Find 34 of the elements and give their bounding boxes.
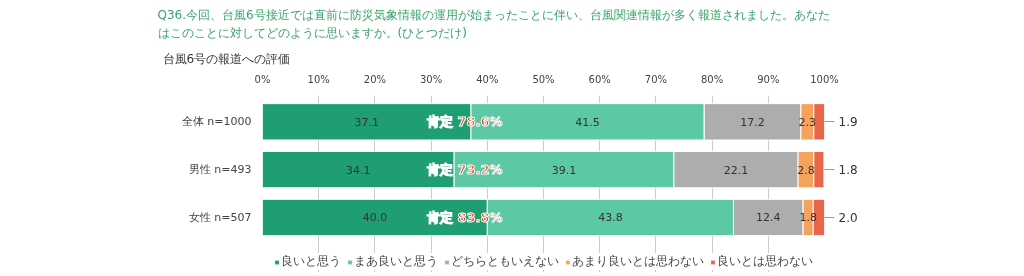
legend-label: どちらともいえない (450, 253, 559, 270)
x-tick-label: 40% (476, 73, 499, 85)
data-label: 40.0 (362, 211, 388, 225)
x-tick-label: 0% (254, 73, 271, 85)
data-label: 1.9 (838, 115, 858, 130)
data-label: 37.1 (354, 115, 379, 129)
data-label: 41.5 (575, 115, 600, 129)
x-tick-label: 80% (700, 73, 724, 85)
chart-title: Q36.今回、台風6号接近では直前に防災気象情報の運用が始まったことに伴い、台風関連情報が多く報道されました。あなたはこのことに対してどのように思いますか。(ひとつだけ) (157, 8, 830, 40)
x-tick-label: 10% (307, 73, 330, 85)
chart-subtitle: 台風6号の報道への評価 (162, 51, 291, 66)
x-tick-label: 90% (757, 73, 780, 85)
y-tick-label: 全体 n=1000 (181, 115, 252, 129)
x-tick-label: 70% (644, 73, 668, 85)
x-tick-label: 30% (419, 73, 443, 85)
x-tick-label: 50% (532, 73, 555, 85)
annotation: 肯定 73.2% (426, 162, 503, 178)
legend-label: まあ良いと思う (353, 253, 438, 270)
x-tick-label: 60% (588, 73, 611, 85)
x-tick-label: 20% (363, 73, 387, 85)
legend-label: 良いと思う (280, 253, 341, 270)
legend-label: 良いとは思わない (716, 253, 813, 270)
data-label: 1.8 (838, 163, 858, 178)
y-tick-label: 女性 n=507 (188, 210, 252, 224)
legend-label: あまり良いとは思わない (571, 253, 704, 270)
data-label: 39.1 (551, 163, 577, 177)
y-tick-label: 男性 n=493 (188, 163, 252, 177)
data-label: 34.1 (346, 163, 371, 177)
x-tick-label: 100% (810, 73, 839, 85)
data-label: 17.2 (740, 115, 765, 129)
data-label: 43.8 (598, 211, 623, 225)
data-label: 2.0 (838, 210, 858, 225)
data-label: 22.1 (723, 163, 749, 177)
data-label: 12.4 (756, 211, 781, 225)
